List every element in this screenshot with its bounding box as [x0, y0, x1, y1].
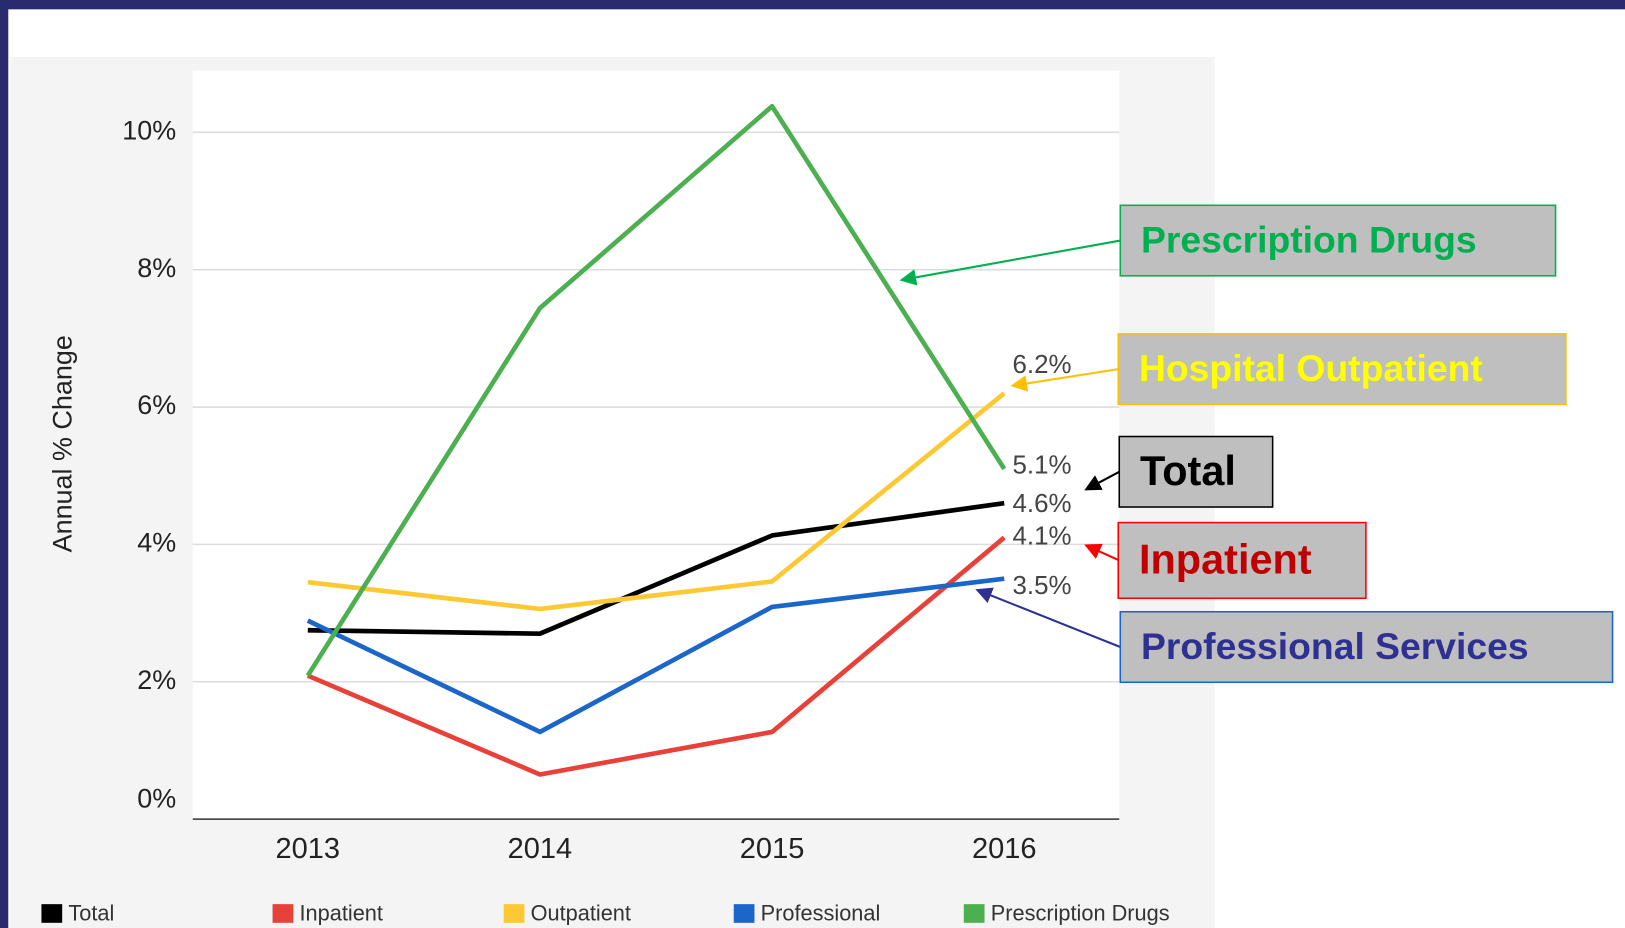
legend-swatch	[733, 904, 755, 923]
legend-label: Total	[68, 900, 114, 925]
x-tick-label: 2015	[740, 833, 805, 865]
legend-label: Professional	[761, 900, 881, 925]
annotation-text: Inpatient	[1139, 535, 1312, 582]
y-axis-label: Annual % Change	[47, 335, 77, 552]
series-line	[306, 576, 1005, 735]
legend-label: Outpatient	[531, 900, 631, 925]
legend-swatch	[963, 904, 985, 923]
x-tick-label: 2013	[276, 833, 341, 865]
data-label: 3.5%	[1013, 572, 1072, 600]
y-tick-label: 10%	[122, 115, 176, 145]
annotation-arrow	[975, 587, 1121, 648]
annotation-arrow	[1084, 470, 1120, 491]
annotation-text: Hospital Outpatient	[1139, 347, 1483, 389]
y-tick-label: 4%	[137, 528, 176, 558]
x-tick-label: 2016	[972, 833, 1037, 865]
annotation-arrow	[899, 239, 1121, 286]
annotation-arrow	[1084, 543, 1119, 561]
data-label: 5.1%	[1013, 452, 1072, 480]
legend-label: Inpatient	[300, 900, 383, 925]
data-label: 4.1%	[1013, 522, 1072, 550]
data-label: 6.2%	[1013, 351, 1072, 379]
legend-swatch	[503, 904, 525, 923]
annotation-box	[1118, 435, 1274, 508]
plot-area	[192, 70, 1120, 820]
annotation-text: Professional Services	[1141, 625, 1529, 667]
legend-label: Prescription Drugs	[991, 900, 1170, 925]
x-tick-label: 2014	[508, 833, 573, 865]
data-label: 4.6%	[1013, 490, 1072, 518]
series-line	[305, 103, 1007, 677]
y-tick-label: 8%	[137, 253, 176, 283]
annotation-text: Total	[1140, 447, 1236, 494]
series-line	[307, 391, 1006, 612]
series-line	[307, 500, 1005, 637]
annotation-box	[1119, 610, 1614, 684]
annotation-box	[1119, 204, 1557, 277]
y-tick-label: 6%	[137, 390, 176, 420]
legend-swatch	[41, 904, 63, 923]
annotation-box	[1117, 521, 1367, 600]
series-line	[306, 535, 1006, 777]
annotation-box	[1117, 333, 1567, 406]
legend-swatch	[272, 904, 294, 923]
y-tick-label: 0%	[137, 784, 176, 814]
annotation-text: Prescription Drugs	[1141, 218, 1477, 260]
annotation-arrow	[1010, 368, 1119, 392]
y-tick-label: 2%	[137, 665, 176, 695]
